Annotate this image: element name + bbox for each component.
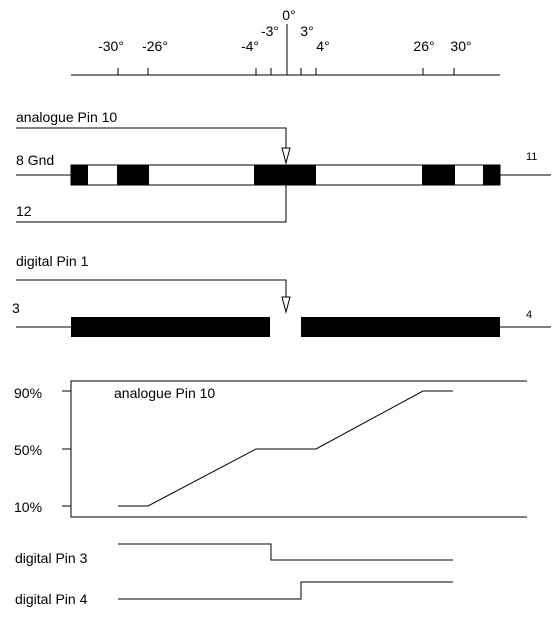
switch-contact-left	[71, 317, 270, 337]
graph-title: analogue Pin 10	[114, 385, 215, 401]
digital-pin3-waveform	[118, 543, 453, 561]
graph-y-label: 90%	[14, 385, 42, 401]
tick-label: -3°	[261, 23, 279, 39]
pot-left-label: 8 Gnd	[16, 152, 54, 168]
tick-label: -4°	[241, 38, 259, 54]
pot-bottom-label: 12	[16, 203, 32, 219]
tick-label: 26°	[413, 38, 434, 54]
pot-right-label: 11	[526, 151, 537, 163]
pot-wiper-arrow	[281, 147, 291, 165]
graph-y-label: 10%	[14, 499, 42, 515]
switch-track: digital Pin 1 3 4	[12, 253, 551, 337]
pot-segment	[422, 165, 455, 185]
tick-label: 4°	[316, 38, 329, 54]
pot-bottom-lead	[16, 185, 287, 223]
pot-segment	[254, 165, 316, 185]
tick-label: 0°	[282, 7, 295, 23]
digital-signals: digital Pin 3 digital Pin 4	[15, 543, 453, 607]
pot-segment	[117, 165, 149, 185]
switch-left-label: 3	[12, 300, 20, 316]
pot-segment	[483, 165, 500, 185]
pot-wiper-line	[16, 127, 287, 148]
pot-segment	[71, 165, 88, 185]
switch-wiper-line	[16, 279, 287, 297]
pot-wiper-label: analogue Pin 10	[16, 109, 117, 125]
tick-label: -26°	[142, 38, 168, 54]
tick-label: -30°	[98, 38, 124, 54]
switch-wiper-label: digital Pin 1	[16, 253, 89, 269]
tick-label: 3°	[300, 23, 313, 39]
tick-label: 30°	[450, 38, 471, 54]
angle-scale: -30° -26° -4° -3° 0° 3° 4° 26° 30°	[71, 7, 500, 76]
switch-contact-right	[301, 317, 500, 337]
potentiometer-track: analogue Pin 10 8 Gnd 11 12	[16, 109, 551, 223]
analogue-output-curve	[118, 390, 453, 507]
digital-pin4-waveform	[118, 581, 453, 600]
switch-wiper-arrow	[281, 296, 291, 314]
analogue-graph: analogue Pin 10 90% 50% 10%	[14, 380, 527, 518]
graph-y-label: 50%	[14, 442, 42, 458]
switch-right-label: 4	[526, 309, 532, 321]
digital-pin3-label: digital Pin 3	[15, 550, 88, 566]
digital-pin4-label: digital Pin 4	[15, 591, 88, 607]
